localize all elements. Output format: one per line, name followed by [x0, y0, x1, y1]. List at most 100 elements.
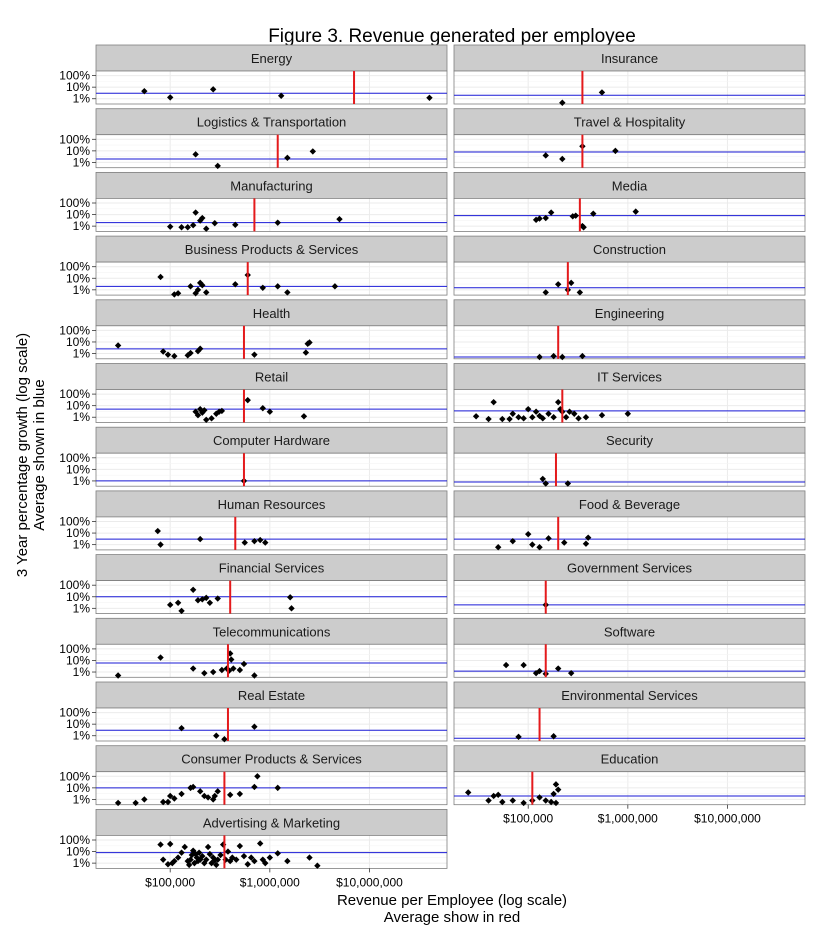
data-point — [203, 594, 210, 602]
data-point — [209, 86, 217, 93]
panel-grid — [454, 198, 805, 232]
data-point — [206, 850, 214, 858]
data-point — [196, 856, 204, 863]
panel-grid — [96, 262, 447, 296]
data-point — [225, 667, 233, 674]
y-tick-label: 10% — [66, 781, 90, 795]
facet-label: Software — [604, 624, 655, 639]
data-point — [114, 672, 122, 679]
y-tick-label: 10% — [66, 208, 90, 222]
data-point — [490, 792, 497, 800]
y-tick-label: 10% — [66, 717, 90, 731]
facet-label: Construction — [593, 242, 666, 257]
panel-business-products-services: Business Products & Services 1%10%100% — [59, 235, 448, 298]
data-point — [187, 856, 194, 863]
panel-border — [453, 325, 806, 360]
panel-advertising-marketing: Advertising & Marketing 1%10%100% — [59, 809, 448, 870]
panel-food-beverage: Food & Beverage — [453, 490, 806, 551]
panel-engineering: Engineering — [453, 299, 806, 361]
panel-grid — [454, 325, 805, 359]
facet-label: Health — [253, 306, 291, 321]
x-tick-label: $1,000,000 — [240, 875, 300, 889]
y-tick-label: 1% — [73, 347, 91, 361]
facet-label: Government Services — [567, 561, 692, 576]
data-point — [542, 480, 549, 487]
panel-software: Software — [453, 617, 806, 678]
data-point — [529, 541, 536, 548]
y-tick-label: 100% — [59, 196, 90, 210]
data-point — [167, 840, 174, 848]
data-point — [495, 543, 502, 551]
data-point — [208, 415, 215, 422]
data-point — [184, 224, 191, 231]
data-point — [499, 798, 506, 806]
data-point — [284, 154, 291, 162]
data-point — [525, 405, 532, 413]
panel-logistics-transportation: Logistics & Transportation 1%10%100% — [59, 108, 448, 169]
data-point — [550, 733, 557, 740]
panel-grid — [96, 134, 447, 168]
data-point — [545, 535, 552, 542]
data-point — [532, 216, 540, 224]
facet-strip — [453, 299, 806, 327]
x-tick-label: $100,000 — [503, 812, 553, 826]
data-point — [582, 540, 590, 547]
data-point — [306, 339, 313, 346]
data-point — [572, 212, 579, 219]
data-point — [331, 283, 339, 290]
data-point — [241, 539, 248, 546]
panel-border — [453, 70, 806, 105]
panel-environmental-services: Environmental Services — [453, 681, 806, 742]
data-point — [154, 527, 161, 535]
data-point — [472, 413, 480, 420]
panel-grid — [454, 644, 805, 678]
data-point — [495, 791, 502, 799]
data-point — [201, 792, 208, 800]
y-tick-label: 10% — [66, 335, 90, 349]
data-point — [559, 99, 566, 106]
data-point — [185, 861, 193, 869]
data-point — [218, 666, 226, 674]
y-tick-label: 1% — [73, 219, 91, 233]
data-point — [206, 599, 214, 607]
data-point — [189, 847, 197, 854]
data-point — [515, 414, 522, 421]
data-point — [157, 273, 164, 281]
data-point — [564, 480, 572, 487]
data-point — [230, 665, 237, 672]
data-point — [233, 856, 240, 863]
data-point — [189, 783, 197, 791]
panel-grid — [454, 453, 805, 487]
panel-border — [453, 580, 806, 614]
data-point — [256, 536, 264, 544]
data-point — [251, 723, 258, 730]
data-point — [167, 94, 174, 101]
data-point — [579, 352, 586, 360]
data-point — [274, 283, 281, 290]
data-point — [557, 405, 564, 413]
data-point — [547, 209, 555, 216]
data-point — [552, 799, 560, 807]
data-point — [209, 668, 217, 676]
data-point — [426, 94, 433, 102]
y-tick-label: 1% — [73, 729, 91, 743]
facet-strip — [453, 426, 806, 454]
facet-label: Logistics & Transportation — [197, 115, 347, 130]
panel-border — [453, 261, 806, 296]
panel-government-services: Government Services — [453, 554, 806, 614]
facet-label: Education — [601, 752, 659, 767]
data-point — [178, 724, 185, 732]
facet-strip — [453, 617, 806, 645]
data-point — [509, 537, 516, 545]
facet-label: Travel & Hospitality — [574, 115, 686, 130]
data-point — [157, 541, 164, 548]
data-point — [336, 215, 343, 223]
y-tick-label: 10% — [66, 845, 90, 859]
data-point — [520, 415, 527, 422]
data-point — [566, 408, 573, 415]
panel-grid — [96, 708, 447, 741]
data-point — [561, 539, 568, 546]
data-point — [309, 148, 317, 155]
data-point — [194, 411, 202, 419]
